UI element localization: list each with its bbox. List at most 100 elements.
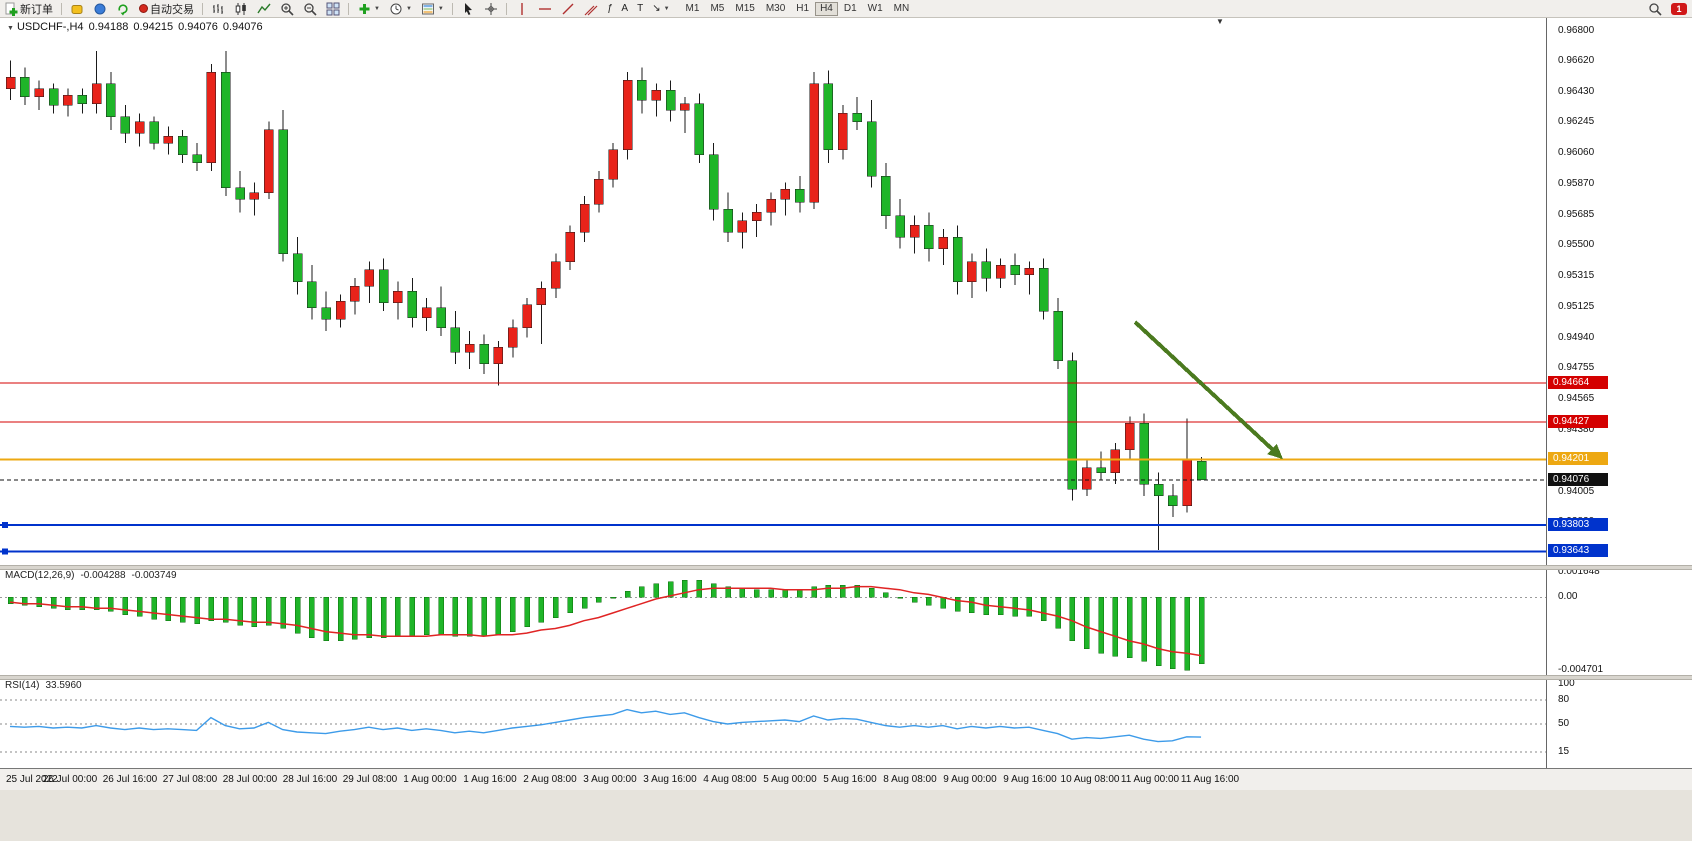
rsi-line xyxy=(9,708,1202,743)
market-watch-icon-button[interactable] xyxy=(89,1,111,16)
timeframe-toolbar: M1 M5 M15 M30 H1 H4 D1 W1 MN xyxy=(681,1,915,16)
time-axis-label: 4 Aug 08:00 xyxy=(703,774,757,785)
refresh-button[interactable] xyxy=(112,1,134,16)
macd-panel-splitter[interactable] xyxy=(0,565,1692,570)
symbol-menu-caret[interactable]: ▼ xyxy=(7,25,14,32)
search-button[interactable] xyxy=(1644,1,1666,16)
price-chart-svg[interactable] xyxy=(0,17,1546,565)
arrows-dropdown[interactable]: ↘ ▼ xyxy=(648,1,673,16)
level-price-badge: 0.94664 xyxy=(1548,376,1608,390)
indicators-dropdown[interactable]: ▼ xyxy=(353,1,384,16)
trendline-tool-button[interactable] xyxy=(557,1,579,16)
macd-name: MACD(12,26,9) xyxy=(5,570,75,581)
price-axis-tick: 0.95500 xyxy=(1558,239,1595,251)
price-axis-tick: 0.94005 xyxy=(1558,485,1595,497)
tile-windows-button[interactable] xyxy=(322,1,344,16)
text-tool-button[interactable]: A xyxy=(617,1,632,16)
notification-badge[interactable]: 1 xyxy=(1671,2,1687,15)
chart-shift-marker[interactable]: ▼ xyxy=(1216,17,1224,26)
timeframe-d1[interactable]: D1 xyxy=(839,2,862,16)
timeframe-m5[interactable]: M5 xyxy=(705,2,729,16)
trend-arrow[interactable] xyxy=(1133,320,1274,451)
bar-chart-mode-button[interactable] xyxy=(207,1,229,16)
timeframe-h4[interactable]: H4 xyxy=(815,1,838,16)
rsi-panel[interactable]: RSI(14) 33.5960 xyxy=(0,678,1546,768)
macd-value-main: -0.004288 xyxy=(80,570,126,581)
zoom-in-icon xyxy=(281,2,294,16)
timeframe-m30[interactable]: M30 xyxy=(761,2,790,16)
line-chart-mode-button[interactable] xyxy=(253,1,275,16)
time-axis-label: 10 Aug 08:00 xyxy=(1060,774,1120,785)
timeframe-w1[interactable]: W1 xyxy=(863,2,888,16)
clock-icon xyxy=(390,3,402,14)
level-price-badge: 0.93803 xyxy=(1548,517,1608,531)
rsi-panel-splitter[interactable] xyxy=(0,675,1692,680)
price-axis-tick: 0.94755 xyxy=(1558,362,1595,374)
time-axis-label: 2 Aug 08:00 xyxy=(523,774,577,785)
ohlc-high: 0.94215 xyxy=(133,21,174,33)
time-axis-label: 3 Aug 16:00 xyxy=(643,774,697,785)
price-axis-tick: 0.95685 xyxy=(1558,208,1595,220)
price-axis-tick: 0.94380 xyxy=(1558,423,1595,435)
price-axis-tick: 0.94940 xyxy=(1558,331,1595,343)
zoom-out-button[interactable] xyxy=(299,1,321,16)
window-bottom-strip xyxy=(0,790,1692,841)
candlestick-mode-button[interactable] xyxy=(230,1,252,16)
macd-axis-tick: 0.00 xyxy=(1558,591,1578,603)
candlestick-chart-panel[interactable]: ▼ USDCHF-,H4 0.94188 0.94215 0.94076 0.94076 … xyxy=(0,17,1546,565)
rsi-svg[interactable] xyxy=(0,678,1546,768)
price-axis-tick: 0.95870 xyxy=(1558,178,1595,190)
announcement-icon[interactable] xyxy=(66,1,88,16)
time-axis[interactable]: 25 Jul 2022 26 Jul 00:00 26 Jul 16:00 27 Ju… xyxy=(0,768,1692,791)
time-axis-label: 26 Jul 00:00 xyxy=(42,774,98,785)
level-price-badge: 0.93643 xyxy=(1548,544,1608,558)
chevron-down-icon: ▼ xyxy=(663,5,670,12)
bar-chart-icon xyxy=(213,3,223,14)
rsi-label: RSI(14) 33.5960 xyxy=(5,680,88,691)
line-anchor-handle[interactable] xyxy=(2,548,8,555)
timeframe-h1[interactable]: H1 xyxy=(791,2,814,16)
macd-panel[interactable]: MACD(12,26,9) -0.004288 -0.003749 xyxy=(0,568,1546,675)
cursor-icon xyxy=(464,2,472,15)
macd-svg[interactable] xyxy=(0,568,1546,675)
zoom-in-button[interactable] xyxy=(276,1,298,16)
templates-dropdown[interactable]: ▼ xyxy=(417,1,448,16)
time-axis-label: 29 Jul 08:00 xyxy=(342,774,398,785)
macd-signal-line xyxy=(9,585,1202,657)
autotrading-button[interactable]: 自动交易 xyxy=(135,1,198,16)
candlesticks xyxy=(5,50,1207,551)
price-axis-tick: 0.96060 xyxy=(1558,146,1595,158)
symbol-period-label: USDCHF-,H4 xyxy=(16,21,84,33)
new-order-button[interactable]: 新订单 xyxy=(0,1,57,16)
autotrading-label: 自动交易 xyxy=(150,3,194,16)
toolbar-separator xyxy=(505,2,507,15)
vertical-line-icon xyxy=(521,2,523,15)
toolbar-separator xyxy=(348,2,349,15)
timeframe-mn[interactable]: MN xyxy=(889,2,915,16)
toolbar-separator xyxy=(451,2,453,15)
main-toolbar: 新订单 自动交易 xyxy=(0,0,1692,18)
chart-title: ▼ USDCHF-,H4 0.94188 0.94215 0.94076 0.94076 xyxy=(6,21,268,33)
time-axis-label: 3 Aug 00:00 xyxy=(583,774,637,785)
ohlc-low: 0.94076 xyxy=(178,21,218,33)
line-anchor-handle[interactable] xyxy=(2,521,8,528)
fibonacci-tool-button[interactable]: ƒ xyxy=(603,1,617,16)
trendline-icon xyxy=(562,3,574,14)
price-axis[interactable]: 0.96800 0.96620 0.96430 0.96245 0.96060 0.958… xyxy=(1546,17,1692,768)
candlestick-icon xyxy=(235,2,246,15)
crosshair-tool-button[interactable] xyxy=(480,1,502,16)
label-tool-button[interactable]: T xyxy=(633,1,647,16)
chevron-down-icon: ▼ xyxy=(374,5,380,12)
vertical-line-tool-button[interactable] xyxy=(511,1,533,16)
macd-axis-tick: 0.001648 xyxy=(1558,565,1600,577)
rsi-axis-tick: 80 xyxy=(1558,694,1570,705)
timeframe-m1[interactable]: M1 xyxy=(681,2,705,16)
channel-tool-button[interactable] xyxy=(580,1,602,16)
timeframe-m15[interactable]: M15 xyxy=(730,2,759,16)
horizontal-line-tool-button[interactable] xyxy=(534,1,556,16)
time-axis-label: 5 Aug 16:00 xyxy=(823,774,877,785)
cursor-tool-button[interactable] xyxy=(457,1,479,16)
rsi-axis-tick: 50 xyxy=(1558,718,1570,729)
periods-dropdown[interactable]: ▼ xyxy=(385,1,416,16)
